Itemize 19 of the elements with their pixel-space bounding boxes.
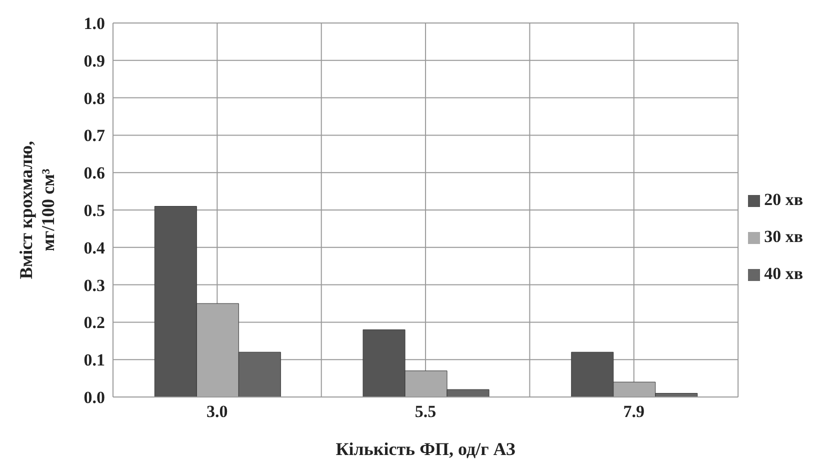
legend-label: 40 хв	[764, 264, 803, 283]
y-tick-label: 0.2	[84, 313, 105, 332]
y-tick-label: 0.1	[84, 350, 105, 370]
x-tick-label: 3.0	[206, 402, 228, 422]
y-tick-label: 0.6	[84, 164, 105, 183]
legend-label: 30 хв	[764, 227, 803, 246]
x-tick-label: 5.5	[414, 402, 436, 422]
y-tick-label: 0.7	[84, 126, 106, 146]
y-tick-label: 0.3	[84, 276, 105, 295]
y-tick-label: 0.8	[84, 88, 105, 108]
x-tick-label: 7.9	[623, 402, 645, 422]
y-tick-label: 0.9	[84, 51, 105, 70]
y-tick-label: 0.0	[84, 388, 105, 408]
x-axis-title: Кількість ФП, од/г АЗ	[336, 439, 516, 459]
y-tick-label: 1.0	[84, 14, 105, 34]
legend-label: 20 хв	[764, 190, 803, 209]
y-tick-label: 0.4	[84, 238, 106, 258]
y-axis-title: Вміст крохмалю, мг/100 см³	[16, 140, 58, 280]
y-tick-label: 0.5	[84, 201, 105, 220]
